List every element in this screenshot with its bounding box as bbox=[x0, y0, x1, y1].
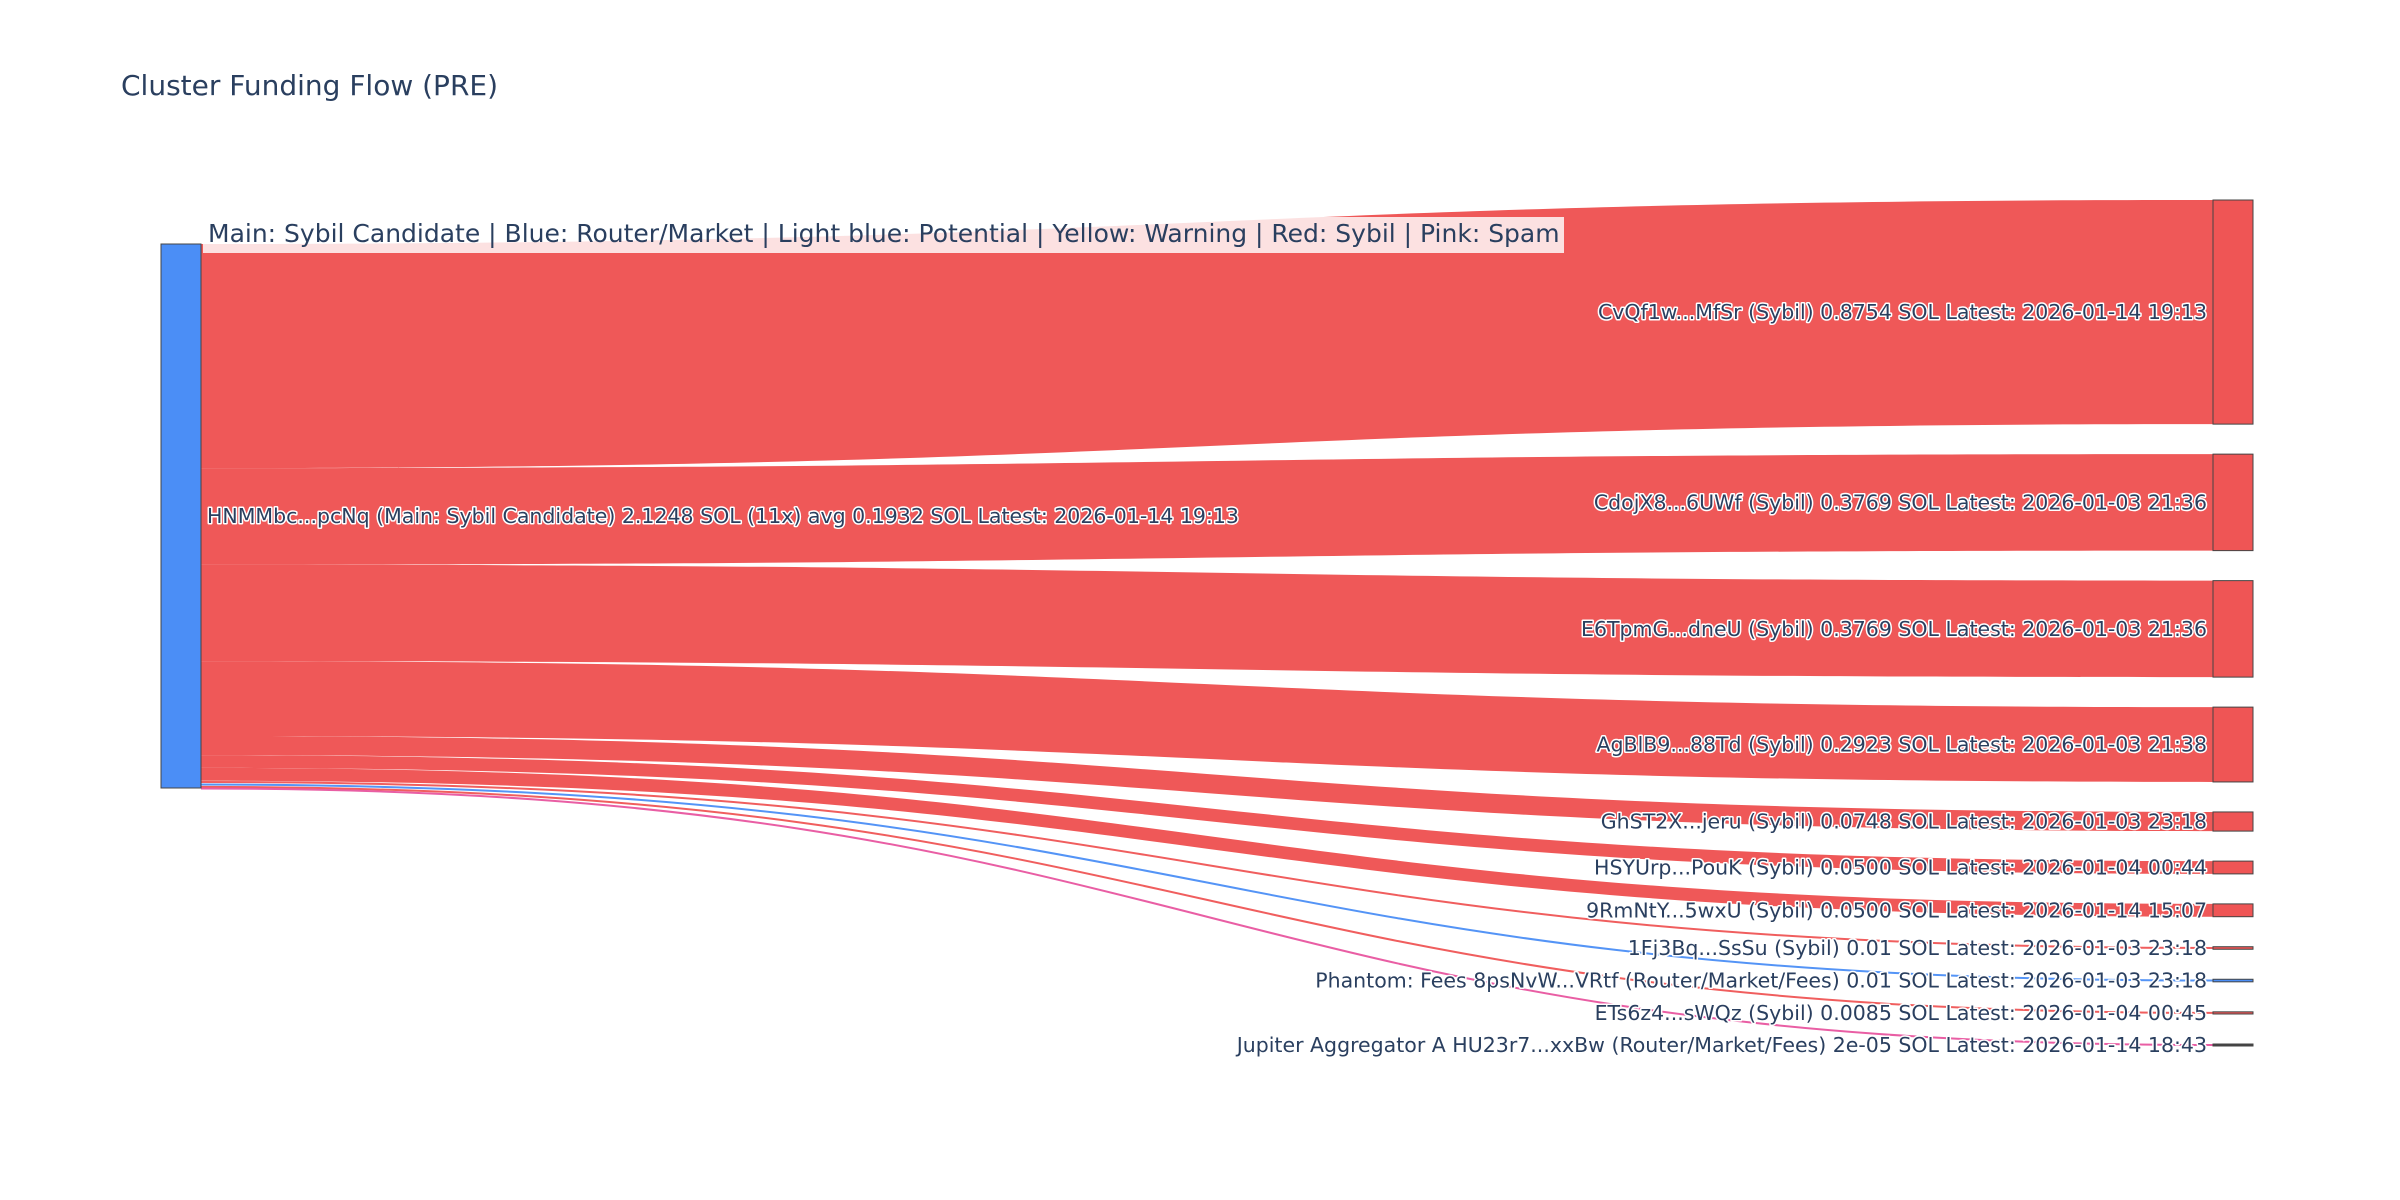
flow-link bbox=[201, 735, 2213, 832]
target-node-label: 9RmNtY...5wxU (Sybil) 0.0500 SOL Latest:… bbox=[1586, 898, 2207, 922]
legend-note: Main: Sybil Candidate | Blue: Router/Mar… bbox=[203, 217, 1564, 253]
chart-title: Cluster Funding Flow (PRE) bbox=[121, 69, 499, 102]
target-node-label: HSYUrp...PouK (Sybil) 0.0500 SOL Latest:… bbox=[1594, 856, 2207, 880]
flow-link bbox=[201, 661, 2213, 782]
target-node-label: Jupiter Aggregator A HU23r7...xxBw (Rout… bbox=[1235, 1033, 2207, 1057]
flow-link bbox=[201, 454, 2213, 565]
target-node-label: CdojX8...6UWf (Sybil) 0.3769 SOL Latest:… bbox=[1594, 490, 2207, 514]
target-node bbox=[2212, 1043, 2254, 1047]
flow-link bbox=[201, 200, 2213, 469]
source-node bbox=[160, 243, 202, 789]
flow-link bbox=[200, 787, 2214, 1046]
target-node-label: ETs6z4...sWQz (Sybil) 0.0085 SOL Latest:… bbox=[1595, 1001, 2207, 1025]
target-node bbox=[2212, 1011, 2254, 1015]
target-node bbox=[2212, 453, 2254, 552]
flow-link bbox=[201, 767, 2213, 917]
target-node bbox=[2212, 946, 2254, 950]
target-node-label: Phantom: Fees 8psNvW...VRtf (Router/Mark… bbox=[1315, 969, 2207, 993]
target-node bbox=[2212, 706, 2254, 783]
target-node-label: 1Fj3Bq...SsSu (Sybil) 0.01 SOL Latest: 2… bbox=[1628, 936, 2207, 960]
flow-link bbox=[201, 755, 2213, 874]
target-node bbox=[2212, 811, 2254, 832]
target-node-label: GhST2X...jeru (Sybil) 0.0748 SOL Latest:… bbox=[1601, 810, 2207, 834]
target-node bbox=[2212, 860, 2254, 875]
source-node-label: HNMMbc...pcNq (Main: Sybil Candidate) 2.… bbox=[207, 504, 1239, 528]
nodes-layer bbox=[160, 199, 2254, 1047]
target-node bbox=[2212, 978, 2254, 983]
flow-link bbox=[200, 783, 2214, 982]
flow-link bbox=[200, 780, 2214, 949]
target-node-label: AgBlB9...88Td (Sybil) 0.2923 SOL Latest:… bbox=[1597, 733, 2208, 757]
target-node bbox=[2212, 199, 2254, 425]
target-node-label: CvQf1w...MfSr (Sybil) 0.8754 SOL Latest:… bbox=[1598, 300, 2207, 324]
links-layer bbox=[200, 200, 2214, 1046]
target-node-label: E6TpmG...dneU (Sybil) 0.3769 SOL Latest:… bbox=[1581, 617, 2207, 641]
flow-link bbox=[201, 564, 2213, 678]
target-node bbox=[2212, 580, 2254, 678]
flow-link bbox=[200, 785, 2214, 1014]
labels-layer: HNMMbc...pcNq (Main: Sybil Candidate) 2.… bbox=[206, 299, 2209, 1059]
target-node bbox=[2212, 903, 2254, 918]
